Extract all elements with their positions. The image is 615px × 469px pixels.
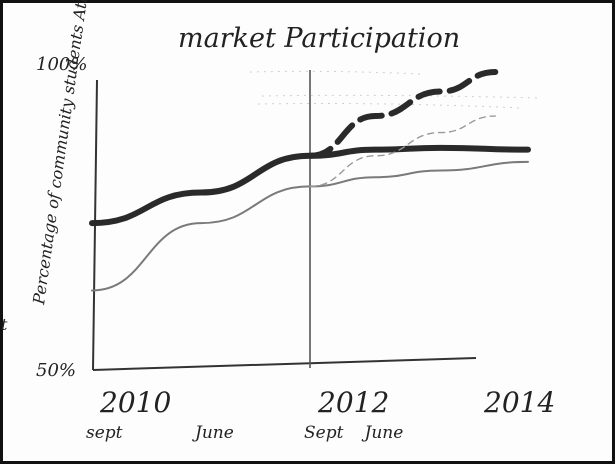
series-line-thin-dashed <box>309 115 496 188</box>
x-tick-label: 2012 <box>317 386 389 419</box>
x-tick-sublabel: June <box>192 423 234 443</box>
series-line-thick-dashed <box>307 68 499 159</box>
series-layer <box>89 68 531 292</box>
y-tick-label: 50% <box>36 360 76 381</box>
x-tick-sublabel: Sept <box>304 423 344 443</box>
x-tick-label: 2014 <box>483 386 555 419</box>
faint-shading <box>249 70 541 109</box>
stray-mark: t <box>1 315 8 334</box>
x-tick-sublabel: sept <box>86 423 123 443</box>
x-tick-sublabel: June <box>362 423 404 443</box>
y-axis-label: Percentage of community students Attendi… <box>29 0 99 307</box>
y-tick-label: 100% <box>36 54 87 75</box>
chart-title: market Participation <box>178 23 460 54</box>
tick-labels: 100% 50% 2010 sept June 2012 Sept June 2014 <box>36 54 555 443</box>
x-tick-label: 2010 <box>99 386 171 419</box>
x-axis-line <box>92 357 477 371</box>
